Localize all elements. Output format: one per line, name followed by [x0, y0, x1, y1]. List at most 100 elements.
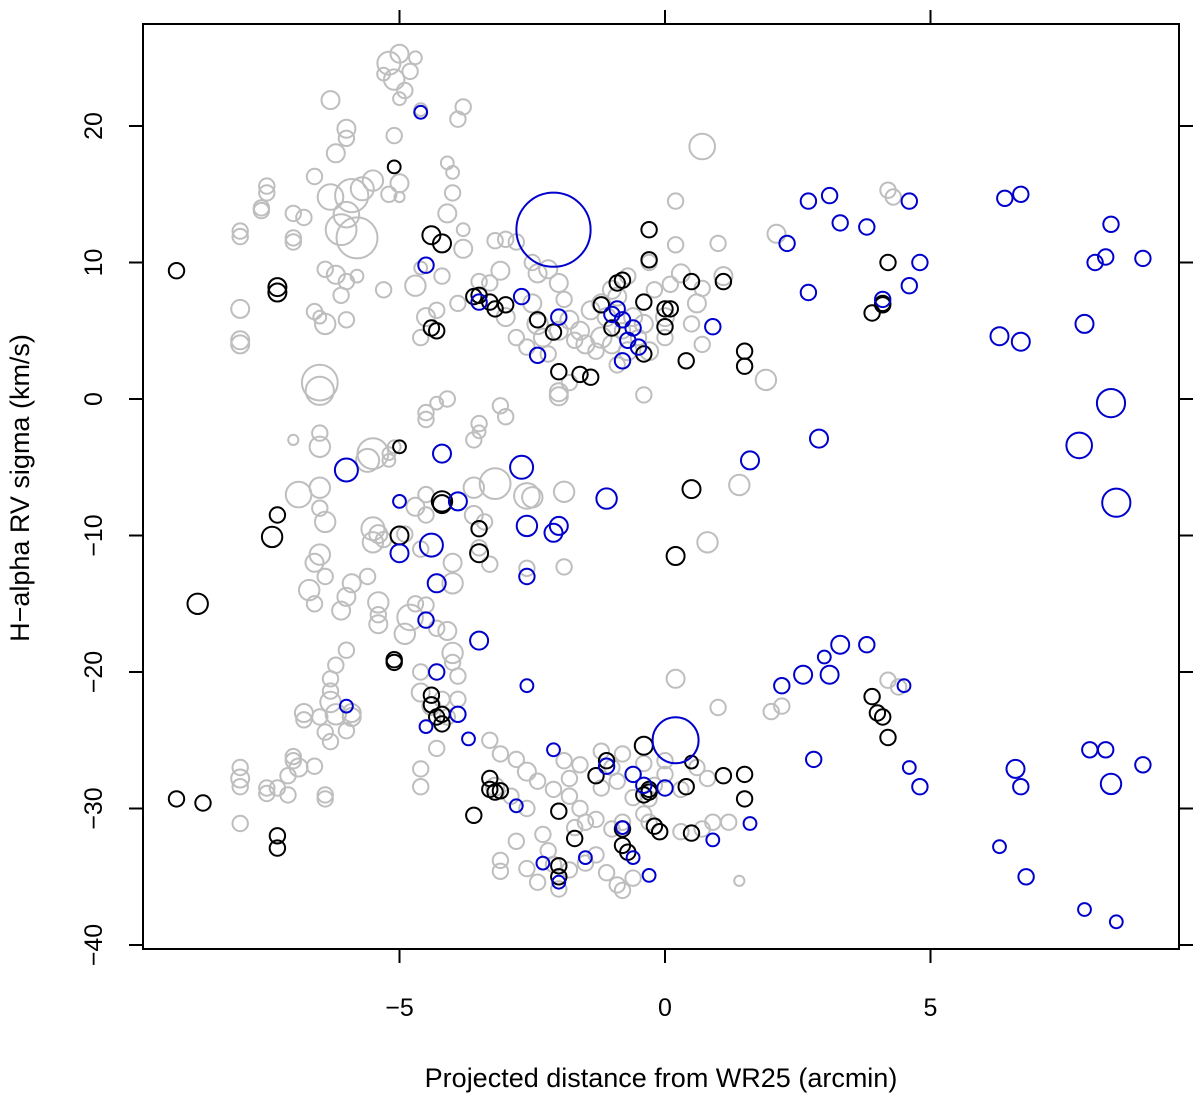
data-point-blue — [551, 874, 567, 890]
data-point-black — [470, 520, 488, 538]
data-point-gray — [544, 780, 563, 799]
data-point-blue — [1134, 756, 1152, 774]
data-point-gray — [521, 486, 544, 509]
y-tick-label: −40 — [80, 924, 108, 966]
data-point-gray — [566, 331, 584, 349]
data-point-black — [528, 311, 547, 329]
data-point-gray — [393, 622, 416, 645]
data-point-gray — [449, 294, 467, 313]
data-point-gray — [349, 176, 375, 202]
data-point-gray — [305, 167, 324, 186]
data-point-blue — [615, 820, 630, 835]
data-point-gray — [336, 118, 357, 139]
data-point-blue — [656, 779, 674, 797]
data-point-blue — [1102, 215, 1120, 234]
data-point-gray — [417, 403, 435, 422]
data-point-gray — [560, 769, 579, 788]
data-point-black — [714, 767, 733, 785]
data-point-gray — [672, 823, 690, 841]
data-point-gray — [279, 786, 297, 804]
data-point-black — [735, 765, 754, 784]
data-point-gray — [389, 43, 410, 64]
data-point-gray — [252, 201, 271, 220]
data-point-black — [566, 829, 584, 848]
data-point-gray — [516, 761, 537, 782]
data-point-black — [656, 300, 674, 318]
data-point-blue — [417, 256, 435, 274]
data-point-gray — [656, 752, 674, 770]
data-point-blue — [1012, 185, 1030, 204]
data-point-blue — [447, 491, 468, 512]
data-point-gray — [230, 334, 251, 355]
data-point-black — [167, 790, 186, 808]
data-point-black — [597, 752, 616, 770]
data-point-gray — [231, 778, 249, 796]
data-point-gray — [633, 313, 654, 334]
data-point-blue — [417, 611, 435, 629]
data-point-gray — [528, 772, 547, 790]
data-point-gray — [559, 309, 580, 330]
data-point-blue — [809, 428, 829, 449]
axis-ticks: −5 0 5 −40 −30 −20 −10 0 10 20 — [80, 10, 1193, 1022]
data-point-black — [587, 767, 605, 785]
data-point-blue — [740, 450, 760, 471]
data-point-blue — [1010, 331, 1031, 352]
data-point-gray — [686, 293, 707, 314]
data-point-blue — [418, 532, 444, 558]
data-point-gray — [507, 328, 525, 347]
data-point-blue — [858, 636, 876, 654]
data-point-blue — [705, 832, 721, 848]
data-point-black — [863, 304, 881, 322]
data-point-gray — [284, 752, 302, 770]
data-point-blue — [641, 868, 657, 883]
data-point-gray — [321, 682, 340, 700]
data-point-blue — [1108, 914, 1124, 930]
data-point-gray — [358, 567, 377, 586]
data-point-gray — [491, 862, 510, 880]
plot-frame — [142, 23, 1180, 950]
data-point-gray — [613, 881, 632, 900]
data-point-blue — [900, 192, 918, 210]
data-point-gray — [693, 335, 711, 354]
data-point-blue — [461, 731, 476, 747]
data-point-gray — [570, 320, 590, 341]
data-point-blue — [470, 293, 488, 311]
data-point-gray — [709, 234, 727, 253]
data-point-gray — [528, 873, 547, 891]
data-point-gray — [392, 91, 407, 107]
data-point-blue — [996, 189, 1014, 208]
data-point-gray — [766, 223, 787, 244]
data-point-blue — [418, 719, 434, 734]
data-point-black — [879, 728, 897, 747]
data-point-blue — [911, 778, 929, 796]
data-point-black — [645, 817, 664, 835]
data-point-blue — [1017, 868, 1035, 886]
data-point-black — [267, 277, 288, 298]
data-point-gray — [349, 268, 365, 284]
data-point-gray — [314, 312, 337, 336]
data-point-gray — [284, 747, 302, 766]
data-point-gray — [550, 880, 568, 898]
data-point-gray — [449, 690, 467, 708]
data-point-blue — [624, 765, 642, 784]
data-point-gray — [408, 50, 423, 66]
data-point-gray — [661, 275, 679, 293]
data-point-gray — [287, 433, 300, 446]
data-point-blue — [793, 664, 814, 685]
data-point-gray — [316, 790, 334, 808]
data-point-blue — [900, 277, 918, 295]
data-point-blue — [509, 454, 535, 480]
data-point-blue — [469, 630, 490, 651]
data-point-gray — [534, 825, 552, 844]
data-point-gray — [316, 260, 334, 278]
data-point-gray — [656, 765, 674, 784]
data-point-gray — [523, 253, 541, 272]
data-point-black — [879, 253, 897, 272]
data-point-gray — [548, 320, 569, 341]
data-point-gray — [433, 267, 451, 285]
data-point-blue — [831, 214, 849, 232]
data-point-gray — [441, 641, 464, 665]
data-point-gray — [284, 233, 302, 251]
data-point-gray — [709, 698, 727, 717]
data-point-gray — [449, 667, 467, 685]
